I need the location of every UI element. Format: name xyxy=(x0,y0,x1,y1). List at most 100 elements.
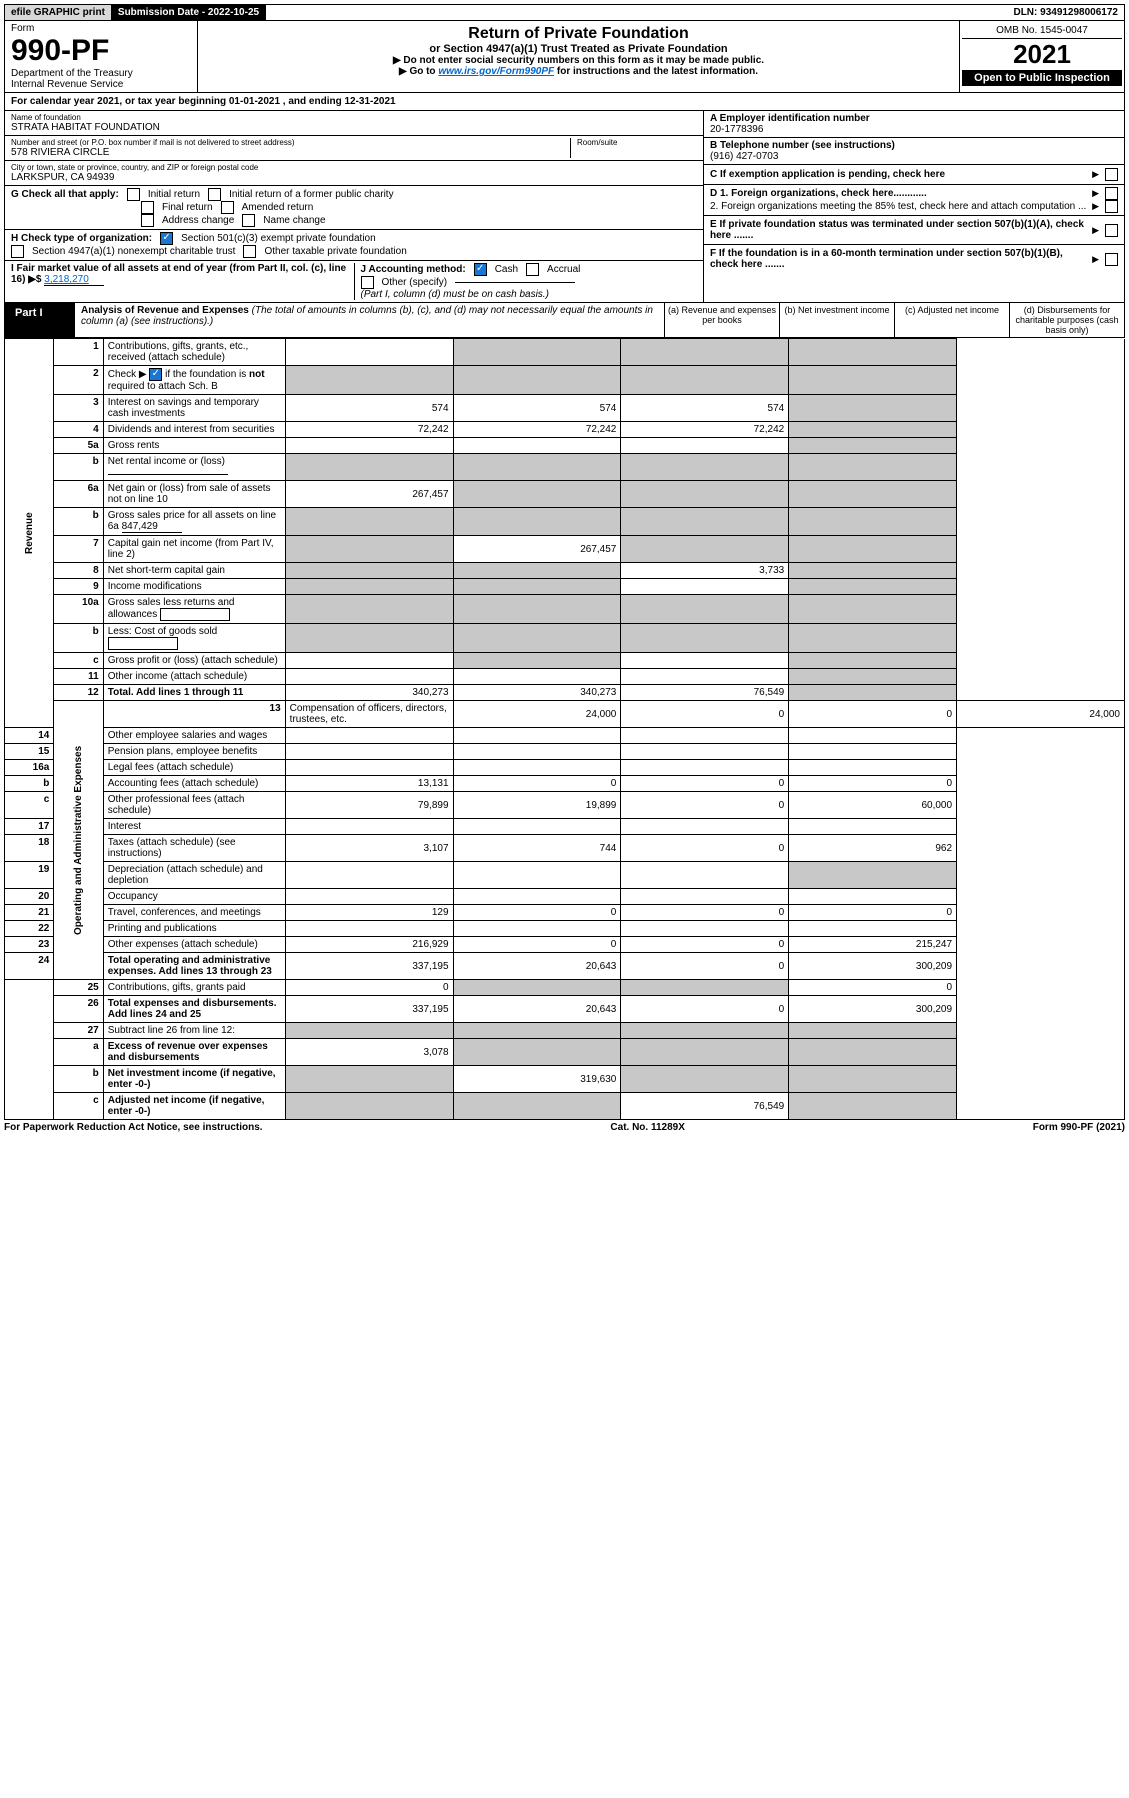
val-c: 76,549 xyxy=(621,685,789,701)
section-f: F If the foundation is in a 60-month ter… xyxy=(704,245,1124,273)
row-desc: Legal fees (attach schedule) xyxy=(103,760,285,776)
row-num: 17 xyxy=(5,819,54,835)
col-a-header: (a) Revenue and expenses per books xyxy=(664,303,779,337)
val-b: 340,273 xyxy=(453,685,621,701)
instr-2: ▶ Go to www.irs.gov/Form990PF for instru… xyxy=(202,66,955,77)
f-label: F If the foundation is in a 60-month ter… xyxy=(710,248,1092,270)
b-label: B Telephone number (see instructions) xyxy=(710,140,1118,151)
val-a: 79,899 xyxy=(285,792,453,819)
irs-label: Internal Revenue Service xyxy=(11,79,191,90)
val-a: 0 xyxy=(285,980,453,996)
address-cell: Number and street (or P.O. box number if… xyxy=(5,136,703,161)
row-desc: Net short-term capital gain xyxy=(103,563,285,579)
row-num: 8 xyxy=(54,563,103,579)
row-num: 10a xyxy=(54,595,103,624)
chk-accrual[interactable] xyxy=(526,263,539,276)
row-num: c xyxy=(54,1093,103,1120)
row-desc: Other income (attach schedule) xyxy=(103,669,285,685)
g-label: G Check all that apply: xyxy=(11,189,119,200)
irs-link[interactable]: www.irs.gov/Form990PF xyxy=(438,66,554,77)
row-desc: Other expenses (attach schedule) xyxy=(103,937,285,953)
opt-final: Final return xyxy=(162,202,213,213)
val-c: 574 xyxy=(621,395,789,422)
row-num: 12 xyxy=(54,685,103,701)
row-desc: Interest on savings and temporary cash i… xyxy=(103,395,285,422)
chk-other-method[interactable] xyxy=(361,276,374,289)
chk-schb[interactable] xyxy=(149,368,162,381)
efile-print-button[interactable]: efile GRAPHIC print xyxy=(5,5,112,20)
row-desc: Contributions, gifts, grants, etc., rece… xyxy=(103,339,285,366)
chk-name-change[interactable] xyxy=(242,214,255,227)
city-cell: City or town, state or province, country… xyxy=(5,161,703,186)
chk-initial-former[interactable] xyxy=(208,188,221,201)
val-c: 0 xyxy=(789,701,957,728)
ein-value: 20-1778396 xyxy=(710,124,1118,135)
row-desc: Total expenses and disbursements. Add li… xyxy=(103,996,285,1023)
table-row: 10aGross sales less returns and allowanc… xyxy=(5,595,1125,624)
val-c: 0 xyxy=(621,953,789,980)
d1-label: D 1. Foreign organizations, check here..… xyxy=(710,188,927,199)
row-desc: Dividends and interest from securities xyxy=(103,422,285,438)
val-c: 0 xyxy=(621,905,789,921)
chk-amended[interactable] xyxy=(221,201,234,214)
val-a: 3,107 xyxy=(285,835,453,862)
val-c: 0 xyxy=(621,996,789,1023)
row-num: b xyxy=(54,454,103,481)
row-num: b xyxy=(54,508,103,536)
form-number: 990-PF xyxy=(11,34,191,68)
omb-number: OMB No. 1545-0047 xyxy=(962,23,1122,39)
address: 578 RIVIERA CIRCLE xyxy=(11,147,570,158)
section-d: D 1. Foreign organizations, check here..… xyxy=(704,185,1124,216)
table-row: 17Interest xyxy=(5,819,1125,835)
chk-f[interactable] xyxy=(1105,253,1118,266)
chk-4947[interactable] xyxy=(11,245,24,258)
chk-e[interactable] xyxy=(1105,224,1118,237)
section-g: G Check all that apply: Initial return I… xyxy=(5,186,703,230)
expenses-side-label: Operating and Administrative Expenses xyxy=(54,701,103,980)
i-value[interactable]: 3,218,270 xyxy=(44,274,104,286)
opt-amended: Amended return xyxy=(242,202,314,213)
val-d: 0 xyxy=(789,776,957,792)
chk-other-taxable[interactable] xyxy=(243,245,256,258)
part1-label: Part I xyxy=(5,303,75,337)
instr2-pre: ▶ Go to xyxy=(399,66,438,77)
row-num: 22 xyxy=(5,921,54,937)
open-public-badge: Open to Public Inspection xyxy=(962,70,1122,86)
chk-address-change[interactable] xyxy=(141,214,154,227)
opt-accrual: Accrual xyxy=(547,264,580,275)
row-num: 15 xyxy=(5,744,54,760)
top-bar: efile GRAPHIC print Submission Date - 20… xyxy=(4,4,1125,21)
col-b-header: (b) Net investment income xyxy=(779,303,894,337)
val-b: 0 xyxy=(453,776,621,792)
val-c: 0 xyxy=(621,937,789,953)
val-d: 24,000 xyxy=(957,701,1125,728)
row-desc: Other professional fees (attach schedule… xyxy=(103,792,285,819)
a-label: A Employer identification number xyxy=(710,113,1118,124)
chk-501c3[interactable] xyxy=(160,232,173,245)
table-row: Revenue 1Contributions, gifts, grants, e… xyxy=(5,339,1125,366)
val-b: 20,643 xyxy=(453,953,621,980)
table-row: 6aNet gain or (loss) from sale of assets… xyxy=(5,481,1125,508)
chk-d1[interactable] xyxy=(1105,187,1118,200)
row-desc: Depreciation (attach schedule) and deple… xyxy=(103,862,285,889)
val-b: 0 xyxy=(621,701,789,728)
d2-label: 2. Foreign organizations meeting the 85%… xyxy=(710,201,1086,212)
val-a: 72,242 xyxy=(285,422,453,438)
form-word: Form xyxy=(11,23,191,34)
chk-d2[interactable] xyxy=(1105,200,1118,213)
dept-label: Department of the Treasury xyxy=(11,68,191,79)
row-num: 1 xyxy=(54,339,103,366)
chk-c[interactable] xyxy=(1105,168,1118,181)
part1-title: Analysis of Revenue and Expenses xyxy=(81,305,249,316)
city-label: City or town, state or province, country… xyxy=(11,163,697,172)
chk-final[interactable] xyxy=(141,201,154,214)
chk-initial-return[interactable] xyxy=(127,188,140,201)
chk-cash[interactable] xyxy=(474,263,487,276)
row-num: 21 xyxy=(5,905,54,921)
header-right: OMB No. 1545-0047 2021 Open to Public In… xyxy=(960,21,1124,92)
row-desc: Accounting fees (attach schedule) xyxy=(103,776,285,792)
table-row: bLess: Cost of goods sold xyxy=(5,624,1125,653)
table-row: 12Total. Add lines 1 through 11 340,2733… xyxy=(5,685,1125,701)
col-c-header: (c) Adjusted net income xyxy=(894,303,1009,337)
table-row: 9Income modifications xyxy=(5,579,1125,595)
